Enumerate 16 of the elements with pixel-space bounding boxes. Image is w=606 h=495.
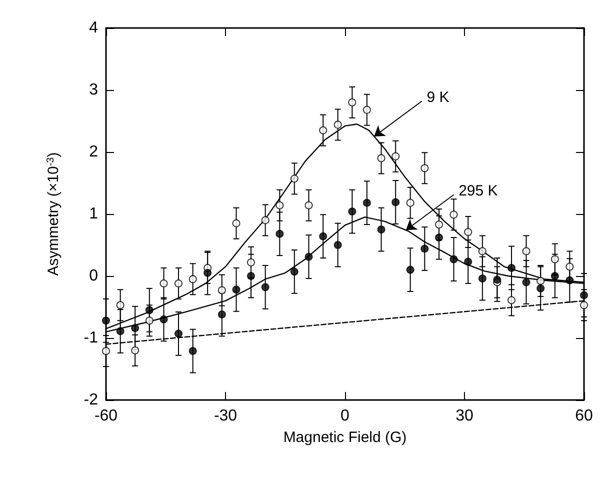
x-tick-label: -60 <box>94 408 118 424</box>
x-axis-title: Magnetic Field (G) <box>283 429 407 446</box>
annotation: 295 K <box>458 182 498 200</box>
x-tick-label: -30 <box>214 408 238 424</box>
y-tick-label: -2 <box>84 392 98 408</box>
y-tick-label: 2 <box>89 144 98 160</box>
y-tick-label: 3 <box>89 82 98 98</box>
y-tick-label: 4 <box>89 20 98 36</box>
y-tick-label: 1 <box>89 206 98 222</box>
y-tick-label: 0 <box>89 268 98 284</box>
x-tick-label: 0 <box>340 408 350 424</box>
y-axis-title: Asymmetry (×10-3) <box>45 152 62 276</box>
x-tick-label: 60 <box>575 408 593 424</box>
x-tick-label: 30 <box>456 408 474 424</box>
annotation: 9 K <box>426 89 450 106</box>
y-tick-label: -1 <box>84 330 98 346</box>
